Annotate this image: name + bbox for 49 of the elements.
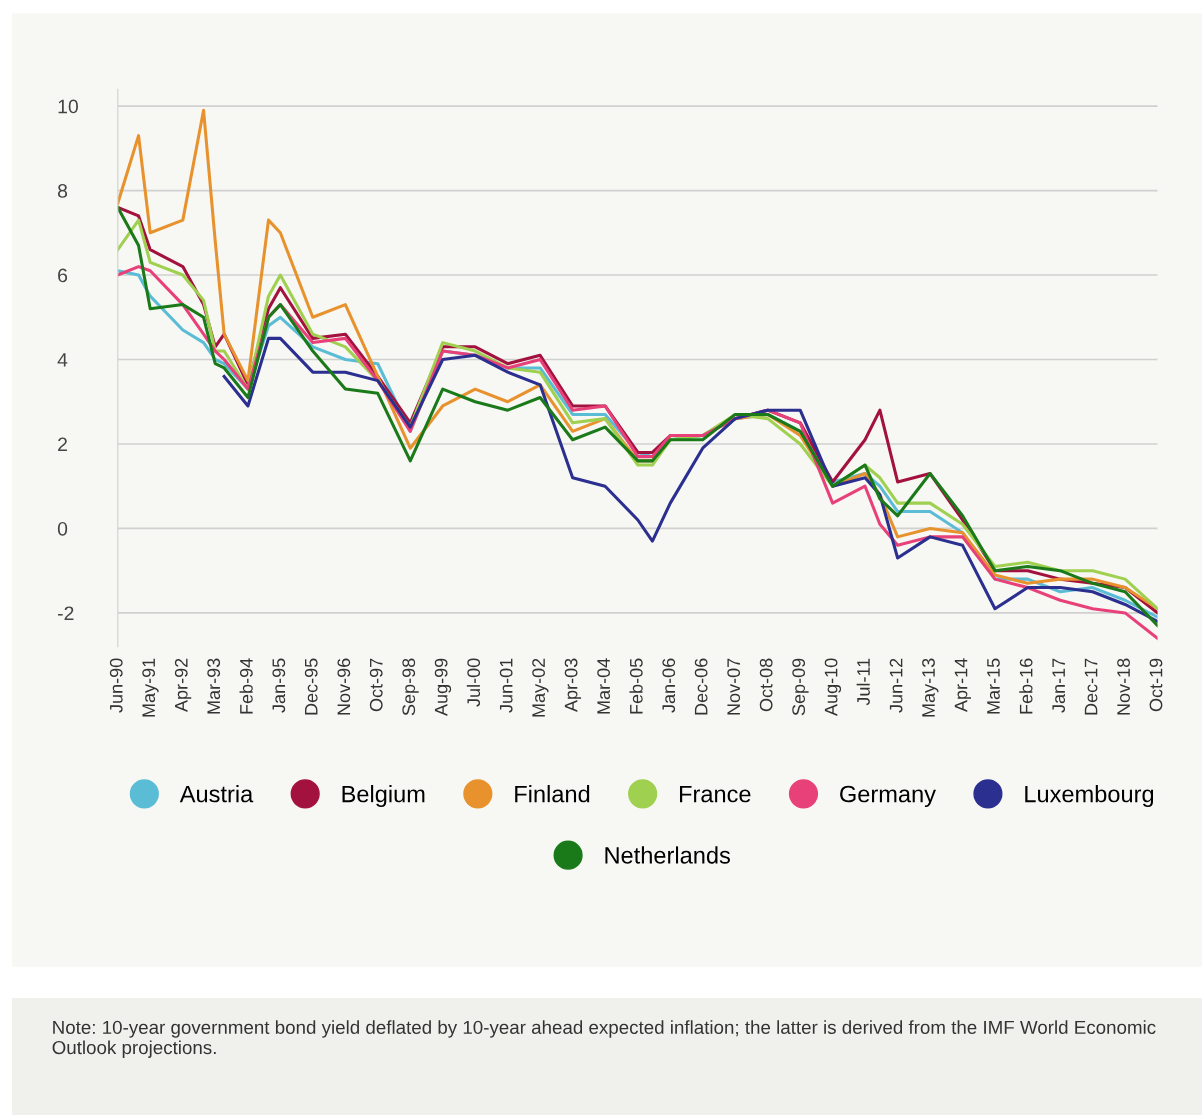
x-tick-label: Jun-90 (109, 658, 123, 713)
legend-label: Luxembourg (1025, 785, 1154, 808)
x-tick-label: May-02 (532, 658, 549, 717)
y-tick-label: 4 (57, 353, 68, 367)
x-tick-label: Jan-17 (1052, 658, 1066, 713)
legend-label: Finland (515, 785, 590, 803)
x-tick-label: Apr-03 (564, 658, 582, 712)
x-tick-label: Nov-07 (727, 658, 741, 715)
x-tick-label: Feb-16 (1019, 658, 1033, 714)
x-tick-label: Jul-00 (466, 658, 481, 707)
y-tick-label: 2 (58, 437, 67, 452)
x-tick-label: Dec-17 (1084, 658, 1098, 715)
x-tick-label: Mar-04 (597, 658, 610, 714)
x-tick-label: Aug-99 (434, 658, 452, 716)
x-tick-label: Sep-09 (792, 658, 809, 716)
x-tick-label: Jun-12 (889, 658, 903, 713)
x-tick-label: Jun-01 (499, 658, 513, 713)
x-tick-label: May-91 (142, 658, 159, 717)
x-tick-label: Apr-14 (954, 658, 971, 712)
x-tick-label: Jul-11 (856, 658, 870, 706)
y-tick-label: 0 (57, 521, 68, 536)
legend-label: France (679, 785, 751, 803)
x-tick-label: Jan-06 (662, 658, 676, 713)
x-tick-label: Mar-15 (987, 658, 1000, 714)
x-tick-label: Oct-97 (369, 658, 383, 712)
y-tick-label: 8 (57, 184, 68, 198)
text: Note: 10-year government bond yield deflated by 10-year ahead expected inflation; the latter is derived from the IMF World Economic Outlook projections. (52, 1020, 1156, 1058)
x-tick-label: Aug-10 (824, 658, 842, 716)
legend-label: Germany (840, 785, 936, 808)
legend-label: Belgium (342, 785, 425, 808)
x-tick-label: Feb-05 (629, 658, 643, 714)
x-tick-label: Nov-96 (337, 658, 351, 715)
x-tick-label: Jan-95 (272, 658, 286, 713)
x-tick-label: Sep-98 (402, 658, 419, 716)
legend-label: Netherlands (605, 846, 730, 864)
x-tick-label: May-13 (922, 658, 939, 717)
legend-label: Austria (179, 785, 254, 803)
y-tick-label: 6 (58, 268, 68, 283)
y-tick-label: 10 (58, 99, 78, 114)
x-tick-label: Apr-92 (174, 658, 192, 712)
x-tick-label: Nov-18 (1117, 658, 1130, 715)
y-tick-label: -2 (57, 606, 74, 620)
line-series (222, 336, 1158, 623)
x-tick-label: Dec-95 (304, 658, 318, 715)
x-tick-label: Mar-93 (207, 658, 221, 714)
x-tick-label: Dec-06 (694, 658, 708, 715)
x-tick-label: Oct-08 (759, 658, 773, 712)
x-tick-label: Oct-19 (1149, 658, 1163, 712)
x-tick-label: Feb-94 (239, 658, 253, 714)
